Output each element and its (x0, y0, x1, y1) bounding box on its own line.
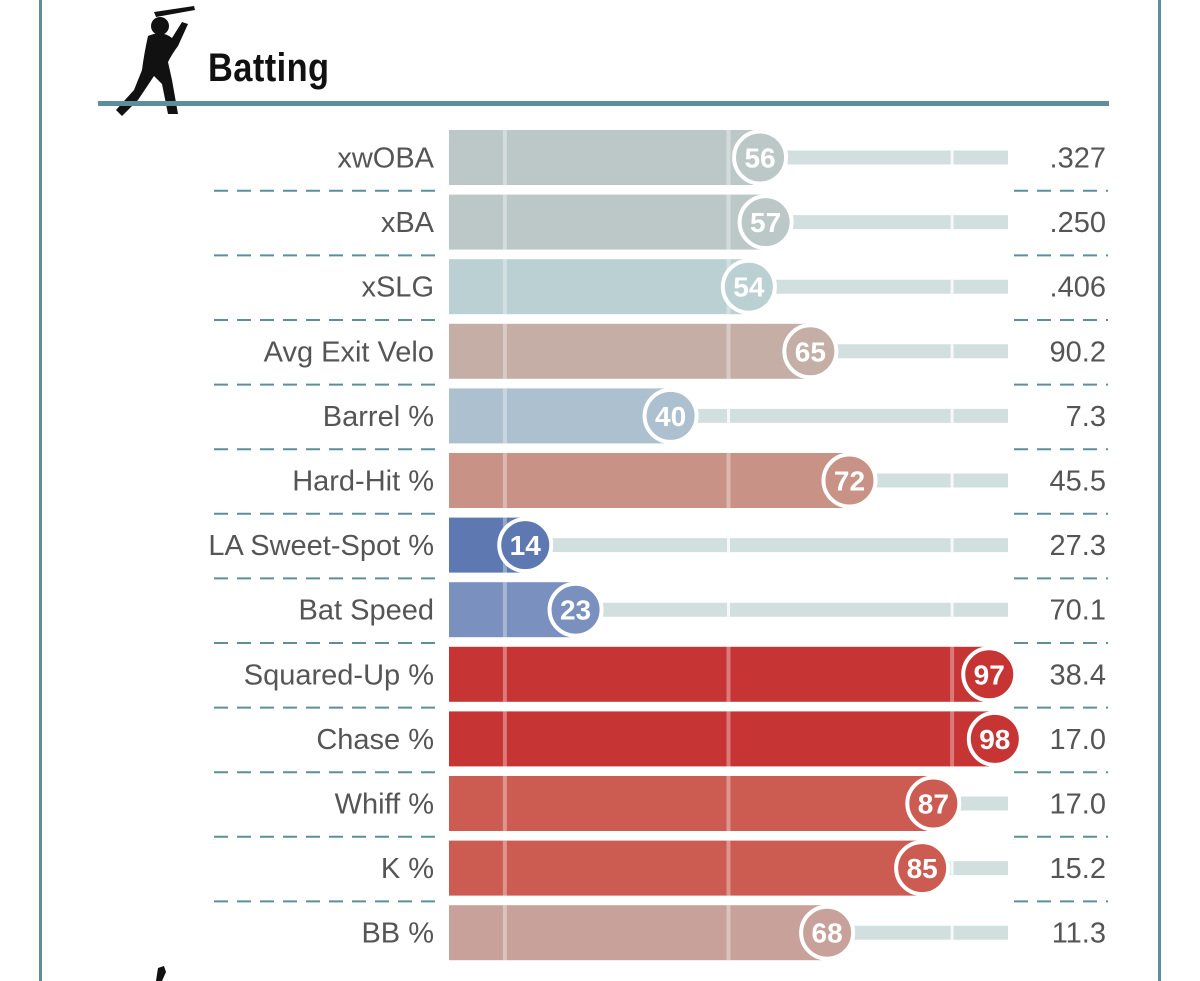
stat-value: 70.1 (1050, 595, 1106, 627)
percentile-label: 97 (974, 659, 1005, 690)
category-label: xwOBA (337, 143, 434, 175)
category-label: K % (381, 853, 434, 885)
percentile-label: 40 (655, 401, 686, 432)
percentile-badge (720, 258, 777, 315)
percentile-label: 56 (744, 143, 775, 174)
category-label: Chase % (316, 724, 434, 756)
percentile-label: 72 (834, 466, 865, 497)
percentile-badge (642, 387, 699, 444)
category-label: xSLG (361, 272, 434, 304)
percentile-label: 57 (750, 207, 781, 238)
bar (449, 776, 936, 831)
stat-value: 11.3 (1052, 918, 1106, 950)
bar (449, 453, 852, 508)
percentile-label: 14 (510, 530, 542, 561)
bar (449, 130, 763, 185)
pitcher-silhouette-icon (156, 966, 166, 981)
category-label: BB % (361, 918, 434, 950)
percentile-badge (547, 581, 604, 638)
bar (449, 388, 673, 444)
category-label: Bat Speed (299, 595, 434, 627)
bar (449, 646, 992, 702)
stat-value: 17.0 (1050, 724, 1106, 756)
category-label: Hard-Hit % (292, 466, 434, 498)
stat-value: 90.2 (1050, 336, 1106, 368)
percentile-label: 68 (812, 918, 843, 949)
category-label: Avg Exit Velo (264, 336, 434, 368)
stat-value: 15.2 (1050, 853, 1106, 885)
percentile-badge (905, 775, 962, 832)
percentile-badge (799, 904, 856, 961)
stat-value: 27.3 (1050, 530, 1106, 562)
percentile-label: 85 (907, 853, 938, 884)
percentile-label: 65 (795, 336, 826, 367)
section-title: Batting (208, 46, 330, 90)
batter-silhouette-icon (116, 6, 195, 116)
percentile-label: 23 (560, 595, 591, 626)
stat-value: 38.4 (1050, 659, 1106, 691)
category-label: Whiff % (335, 789, 434, 821)
percentile-badge (966, 710, 1023, 767)
title-underline (98, 101, 1109, 106)
bar (449, 711, 997, 767)
stat-value: .406 (1050, 272, 1106, 304)
bar (449, 840, 925, 896)
percentile-badge (961, 646, 1018, 703)
percentile-badge (821, 452, 878, 509)
percentile-badge (894, 840, 951, 897)
percentile-label: 98 (979, 724, 1010, 755)
category-label: xBA (381, 207, 435, 239)
stat-value: 7.3 (1066, 401, 1106, 433)
bar (449, 905, 830, 961)
bar (449, 194, 768, 250)
bar (449, 259, 751, 315)
stat-value: 45.5 (1050, 466, 1106, 498)
percentile-badge (737, 194, 794, 251)
category-label: Squared-Up % (244, 659, 434, 691)
percentile-badge (732, 129, 789, 186)
percentile-badge (497, 517, 554, 574)
bar (449, 323, 813, 379)
stat-value: .327 (1050, 143, 1106, 175)
percentile-label: 54 (733, 272, 765, 303)
percentile-badge (782, 323, 839, 380)
percentile-label: 87 (918, 789, 949, 820)
stat-value: 17.0 (1050, 789, 1106, 821)
frame-left-border (39, 0, 42, 981)
category-label: LA Sweet-Spot % (208, 530, 434, 562)
category-label: Barrel % (323, 401, 434, 433)
frame-right-border (1158, 0, 1161, 981)
stat-value: .250 (1050, 207, 1106, 239)
